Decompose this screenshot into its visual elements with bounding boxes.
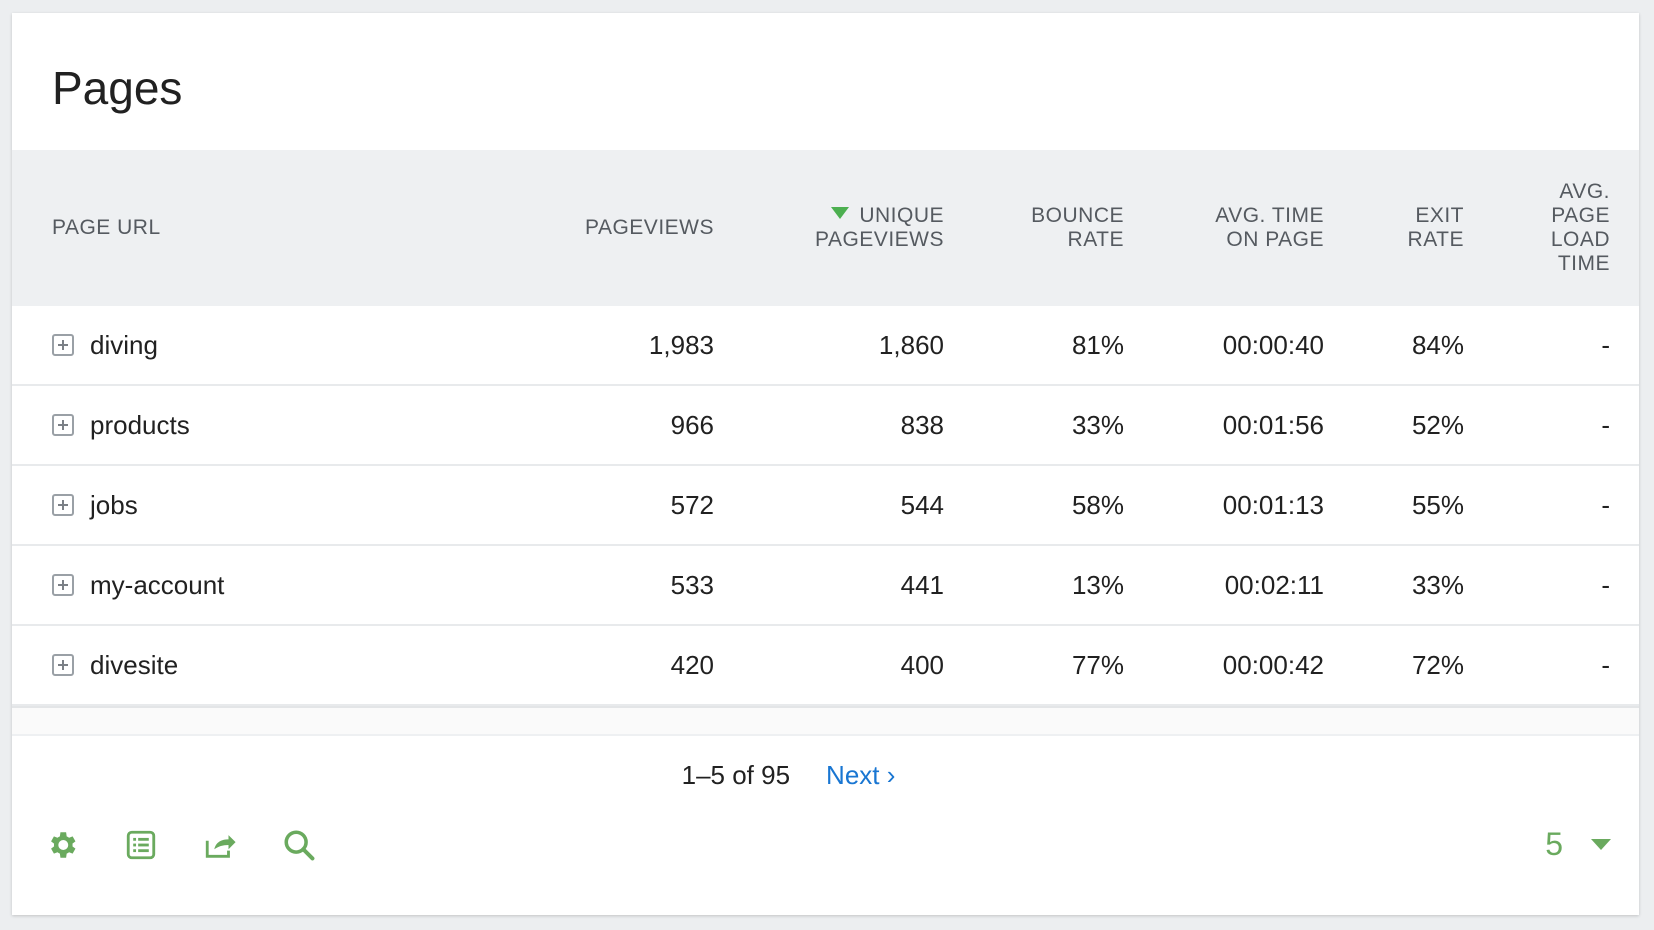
exit-rate-value: 84% [1411, 329, 1464, 360]
table-row[interactable]: divesite 420 400 77% 00:00:42 72% - [12, 626, 1639, 706]
card-title: Pages [52, 62, 183, 114]
unique-pageviews-value: 441 [900, 569, 944, 600]
chevron-down-icon [1591, 839, 1611, 850]
bounce-rate-value: 58% [1071, 489, 1124, 520]
table-header: PAGE URL PAGEVIEWS UNIQUE PAGEVIEWS BOUNC… [12, 150, 1639, 306]
bounce-rate-value: 13% [1071, 569, 1124, 600]
gear-icon[interactable] [45, 828, 79, 862]
load-time-value: - [1601, 329, 1610, 360]
avg-time-value: 00:01:13 [1222, 489, 1324, 520]
column-header-avg-time-on-page[interactable]: AVG. TIME ON PAGE [1215, 204, 1324, 251]
avg-time-value: 00:00:40 [1222, 329, 1324, 360]
pages-table: PAGE URL PAGEVIEWS UNIQUE PAGEVIEWS BOUNC… [12, 150, 1639, 736]
expand-plus-icon[interactable] [52, 494, 74, 516]
table-divider [12, 706, 1639, 736]
unique-pageviews-value: 838 [900, 409, 944, 440]
table-row[interactable]: my-account 533 441 13% 00:02:11 33% - [12, 546, 1639, 626]
table-row[interactable]: products 966 838 33% 00:01:56 52% - [12, 386, 1639, 466]
unique-pageviews-value: 400 [900, 649, 944, 680]
avg-time-value: 00:02:11 [1224, 569, 1324, 600]
column-header-pageviews[interactable]: PAGEVIEWS [585, 216, 714, 239]
bounce-rate-value: 33% [1071, 409, 1124, 440]
pageviews-value: 420 [670, 649, 714, 680]
pagination-range: 1–5 of 95 [681, 760, 791, 790]
avg-time-value: 00:01:56 [1222, 409, 1324, 440]
pages-report-card: Pages PAGE URL PAGEVIEWS UNIQUE PAGEVIEWS… [12, 13, 1639, 915]
rows-limit-value: 5 [1545, 826, 1563, 862]
exit-rate-value: 72% [1411, 649, 1464, 680]
rows-limit-selector[interactable]: 5 [1545, 826, 1611, 863]
exit-rate-value: 52% [1411, 409, 1464, 440]
column-header-page-url[interactable]: PAGE URL [52, 216, 161, 239]
sort-descending-icon [831, 207, 850, 219]
page-url-label[interactable]: products [90, 409, 190, 440]
load-time-value: - [1601, 569, 1610, 600]
export-icon[interactable] [203, 828, 237, 862]
page-url-label[interactable]: diving [90, 329, 158, 360]
column-header-bounce-rate[interactable]: BOUNCE RATE [1031, 204, 1124, 251]
table-view-icon[interactable] [124, 828, 158, 862]
load-time-value: - [1601, 409, 1610, 440]
page-url-label[interactable]: jobs [90, 489, 138, 520]
unique-pageviews-value: 544 [900, 489, 944, 520]
pageviews-value: 966 [670, 409, 714, 440]
bounce-rate-value: 77% [1071, 649, 1124, 680]
column-header-avg-page-load-time[interactable]: AVG. PAGE LOAD TIME [1550, 180, 1610, 275]
bounce-rate-value: 81% [1071, 329, 1124, 360]
avg-time-value: 00:00:42 [1222, 649, 1324, 680]
report-footer-toolbar [45, 828, 361, 862]
table-row[interactable]: jobs 572 544 58% 00:01:13 55% - [12, 466, 1639, 546]
column-header-exit-rate[interactable]: EXIT RATE [1407, 204, 1464, 251]
expand-plus-icon[interactable] [52, 654, 74, 676]
pageviews-value: 533 [670, 569, 714, 600]
page-url-label[interactable]: divesite [90, 649, 179, 680]
pageviews-value: 1,983 [648, 329, 714, 360]
expand-plus-icon[interactable] [52, 574, 74, 596]
load-time-value: - [1601, 489, 1610, 520]
search-icon[interactable] [282, 828, 316, 862]
load-time-value: - [1601, 649, 1610, 680]
expand-plus-icon[interactable] [52, 414, 74, 436]
expand-plus-icon[interactable] [52, 334, 74, 356]
pagination: 1–5 of 95 Next › [12, 760, 1639, 791]
next-page-link[interactable]: Next › [826, 760, 896, 790]
page-url-label[interactable]: my-account [90, 569, 225, 600]
exit-rate-value: 55% [1411, 489, 1464, 520]
pageviews-value: 572 [670, 489, 714, 520]
unique-pageviews-value: 1,860 [878, 329, 944, 360]
column-header-unique-pageviews[interactable]: UNIQUE PAGEVIEWS [815, 204, 944, 251]
exit-rate-value: 33% [1411, 569, 1464, 600]
table-row[interactable]: diving 1,983 1,860 81% 00:00:40 84% - [12, 306, 1639, 386]
